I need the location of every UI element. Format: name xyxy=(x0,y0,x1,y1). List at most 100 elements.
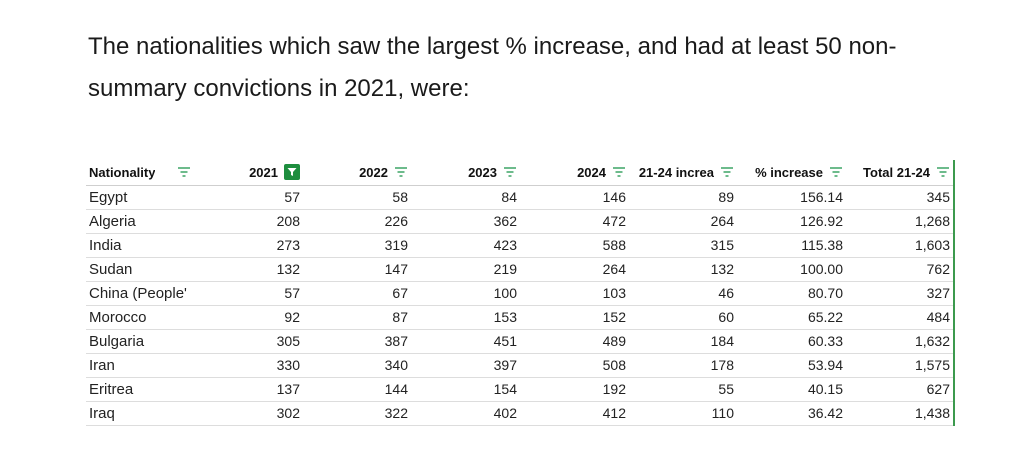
table-cell[interactable]: 423 xyxy=(411,233,520,258)
nationality-cell[interactable]: Egypt xyxy=(86,185,194,210)
table-cell[interactable]: 362 xyxy=(411,209,520,234)
table-cell[interactable]: 192 xyxy=(520,377,629,402)
table-cell[interactable]: 322 xyxy=(303,401,411,426)
table-cell[interactable]: 84 xyxy=(411,185,520,210)
table-cell[interactable]: 154 xyxy=(411,377,520,402)
table-cell[interactable]: 273 xyxy=(194,233,303,258)
table-cell[interactable]: 89 xyxy=(629,185,737,210)
filter-icon[interactable] xyxy=(612,166,626,178)
table-row: Iraq 302 322 402 412 110 36.42 1,438 xyxy=(86,401,955,426)
filter-icon[interactable] xyxy=(177,166,191,178)
nationality-cell[interactable]: India xyxy=(86,233,194,258)
table-cell[interactable]: 110 xyxy=(629,401,737,426)
table-cell[interactable]: 126.92 xyxy=(737,209,846,234)
table-cell[interactable]: 319 xyxy=(303,233,411,258)
table-cell[interactable]: 762 xyxy=(846,257,955,282)
filter-icon[interactable] xyxy=(394,166,408,178)
nationality-cell[interactable]: Morocco xyxy=(86,305,194,330)
table-cell[interactable]: 330 xyxy=(194,353,303,378)
table-cell[interactable]: 67 xyxy=(303,281,411,306)
table-cell[interactable]: 137 xyxy=(194,377,303,402)
table-cell[interactable]: 80.70 xyxy=(737,281,846,306)
table-cell[interactable]: 340 xyxy=(303,353,411,378)
table-cell[interactable]: 627 xyxy=(846,377,955,402)
nationality-cell[interactable]: Bulgaria xyxy=(86,329,194,354)
table-cell[interactable]: 305 xyxy=(194,329,303,354)
table-cell[interactable]: 472 xyxy=(520,209,629,234)
table-cell[interactable]: 132 xyxy=(194,257,303,282)
nationality-cell[interactable]: China (People' xyxy=(86,281,194,306)
table-cell[interactable]: 58 xyxy=(303,185,411,210)
table-cell[interactable]: 412 xyxy=(520,401,629,426)
header-total-21-24: Total 21-24 xyxy=(846,160,955,186)
header-2023: 2023 xyxy=(411,160,520,186)
table-cell[interactable]: 92 xyxy=(194,305,303,330)
table-cell[interactable]: 60 xyxy=(629,305,737,330)
table-cell[interactable]: 387 xyxy=(303,329,411,354)
table-cell[interactable]: 264 xyxy=(520,257,629,282)
table-cell[interactable]: 208 xyxy=(194,209,303,234)
table-cell[interactable]: 184 xyxy=(629,329,737,354)
table-cell[interactable]: 1,438 xyxy=(846,401,955,426)
header-percent-increase: % increase xyxy=(737,160,846,186)
table-cell[interactable]: 226 xyxy=(303,209,411,234)
nationality-cell[interactable]: Iraq xyxy=(86,401,194,426)
table-cell[interactable]: 178 xyxy=(629,353,737,378)
nationality-cell[interactable]: Eritrea xyxy=(86,377,194,402)
table-cell[interactable]: 302 xyxy=(194,401,303,426)
table-cell[interactable]: 144 xyxy=(303,377,411,402)
table-cell[interactable]: 57 xyxy=(194,185,303,210)
table-cell[interactable]: 264 xyxy=(629,209,737,234)
table-cell[interactable]: 100.00 xyxy=(737,257,846,282)
table-cell[interactable]: 147 xyxy=(303,257,411,282)
table-cell[interactable]: 327 xyxy=(846,281,955,306)
table-row: Morocco 92 87 153 152 60 65.22 484 xyxy=(86,305,955,330)
table-cell[interactable]: 508 xyxy=(520,353,629,378)
table-cell[interactable]: 57 xyxy=(194,281,303,306)
table-cell[interactable]: 588 xyxy=(520,233,629,258)
nationality-table: Nationality 2021 2022 2023 xyxy=(86,160,955,426)
header-label: 21-24 increa xyxy=(638,164,714,180)
table-cell[interactable]: 87 xyxy=(303,305,411,330)
filter-active-icon[interactable] xyxy=(284,164,300,181)
table-cell[interactable]: 53.94 xyxy=(737,353,846,378)
table-cell[interactable]: 484 xyxy=(846,305,955,330)
table-row: India 273 319 423 588 315 115.38 1,603 xyxy=(86,233,955,258)
table-cell[interactable]: 1,268 xyxy=(846,209,955,234)
nationality-cell[interactable]: Iran xyxy=(86,353,194,378)
table-cell[interactable]: 115.38 xyxy=(737,233,846,258)
table-cell[interactable]: 40.15 xyxy=(737,377,846,402)
nationality-cell[interactable]: Algeria xyxy=(86,209,194,234)
table-cell[interactable]: 36.42 xyxy=(737,401,846,426)
table-cell[interactable]: 103 xyxy=(520,281,629,306)
table-cell[interactable]: 152 xyxy=(520,305,629,330)
table-cell[interactable]: 1,603 xyxy=(846,233,955,258)
table-cell[interactable]: 345 xyxy=(846,185,955,210)
table-cell[interactable]: 451 xyxy=(411,329,520,354)
filter-icon[interactable] xyxy=(936,166,950,178)
table-cell[interactable]: 1,575 xyxy=(846,353,955,378)
table-cell[interactable]: 315 xyxy=(629,233,737,258)
table-cell[interactable]: 100 xyxy=(411,281,520,306)
table-cell[interactable]: 46 xyxy=(629,281,737,306)
header-2022: 2022 xyxy=(303,160,411,186)
table-cell[interactable]: 402 xyxy=(411,401,520,426)
table-cell[interactable]: 132 xyxy=(629,257,737,282)
table-cell[interactable]: 55 xyxy=(629,377,737,402)
table-cell[interactable]: 489 xyxy=(520,329,629,354)
table-cell[interactable]: 153 xyxy=(411,305,520,330)
filter-icon[interactable] xyxy=(720,166,734,178)
table-cell[interactable]: 1,632 xyxy=(846,329,955,354)
table-cell[interactable]: 156.14 xyxy=(737,185,846,210)
nationality-cell[interactable]: Sudan xyxy=(86,257,194,282)
table-cell[interactable]: 65.22 xyxy=(737,305,846,330)
filter-icon[interactable] xyxy=(829,166,843,178)
table-cell[interactable]: 219 xyxy=(411,257,520,282)
table-cell[interactable]: 60.33 xyxy=(737,329,846,354)
header-2021: 2021 xyxy=(194,160,303,186)
table-cell[interactable]: 397 xyxy=(411,353,520,378)
table-row: China (People' 57 67 100 103 46 80.70 327 xyxy=(86,281,955,306)
table-row: Egypt 57 58 84 146 89 156.14 345 xyxy=(86,185,955,210)
table-cell[interactable]: 146 xyxy=(520,185,629,210)
filter-icon[interactable] xyxy=(503,166,517,178)
